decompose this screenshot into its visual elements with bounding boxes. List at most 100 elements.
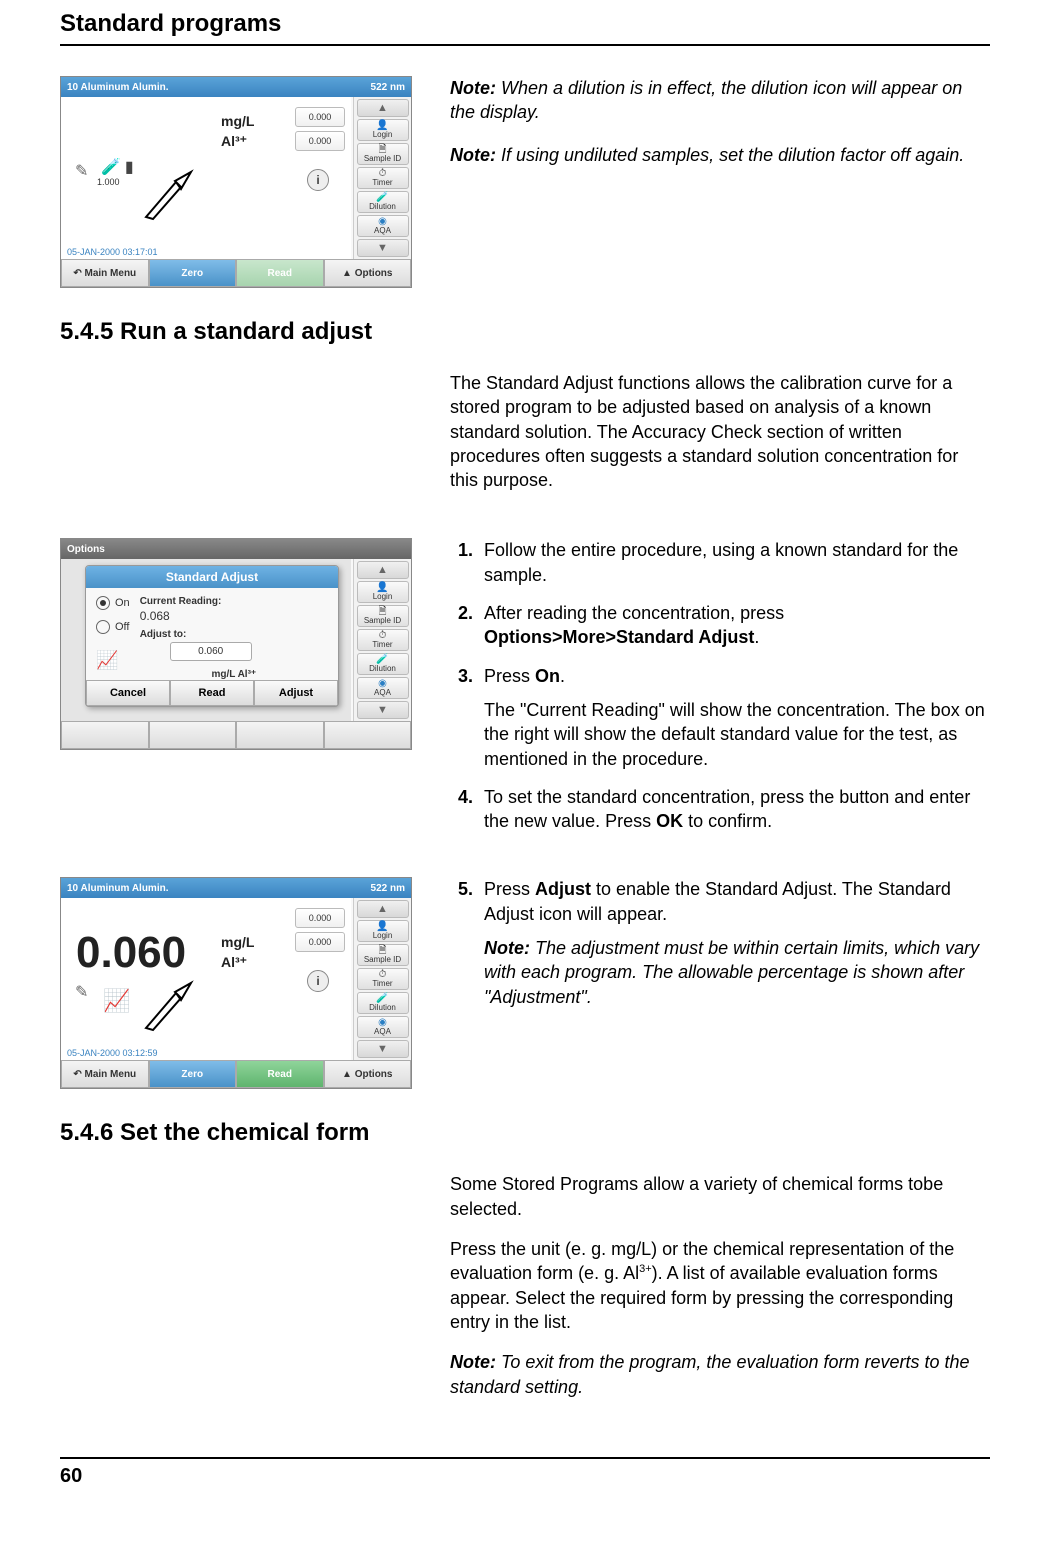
main-menu-button[interactable]: ↶ Main Menu [61,259,149,287]
section-546-p1: Some Stored Programs allow a variety of … [450,1172,990,1221]
graph-icon: 📈 [96,650,130,671]
cursor-arrow-icon [141,978,201,1038]
login-button[interactable]: 👤Login [357,581,409,603]
dialog-cancel-button[interactable]: Cancel [86,680,170,706]
timer-button[interactable]: ⏱Timer [357,167,409,189]
titlebar: 10 Aluminum Alumin. 522 nm [61,77,411,97]
options-button[interactable]: ▲ Options [324,1060,412,1088]
radio-on[interactable]: On [96,596,130,610]
step-5-note: Note: The adjustment must be within cert… [484,936,990,1009]
current-reading-value: 0.068 [140,609,328,623]
main-menu-button[interactable]: ↶ Main Menu [61,1060,149,1088]
dialog-read-button[interactable]: Read [170,680,254,706]
titlebar: Options [61,539,411,559]
screenshot-standard-adjust-dialog: Options ▲ 👤Login 🗎Sample ID ⏱Timer 🧪Dilu… [60,538,412,750]
section-545-heading: 5.4.5 Run a standard adjust [60,318,990,346]
top-rule [60,44,990,46]
sample-id-button[interactable]: 🗎Sample ID [357,944,409,966]
datetime: 05-JAN-2000 03:12:59 [67,1048,158,1058]
wavelength: 522 nm [371,82,405,93]
timer-button[interactable]: ⏱Timer [357,968,409,990]
info-icon[interactable]: i [307,970,329,992]
blank-button [149,721,237,749]
note-label: Note: [450,145,496,165]
adjust-to-label: Adjust to: [140,629,328,640]
timer-button[interactable]: ⏱Timer [357,629,409,651]
note-text: When a dilution is in effect, the diluti… [450,78,962,122]
page-number: 60 [60,1465,990,1488]
note-label: Note: [450,78,496,98]
dilution-button[interactable]: 🧪Dilution [357,992,409,1014]
step-4: To set the standard concentration, press… [478,785,990,834]
flask-icon: 🧪 [101,157,121,177]
sample-id-button[interactable]: 🗎Sample ID [357,605,409,627]
dialog-adjust-button[interactable]: Adjust [254,680,338,706]
screenshot-adjust-applied: 10 Aluminum Alumin. 522 nm 0.060 mg/L Al… [60,877,412,1089]
dilution-button[interactable]: 🧪Dilution [357,191,409,213]
numbox-1: 0.000 [295,908,345,928]
sample-id-button[interactable]: 🗎Sample ID [357,143,409,165]
side-panel: ▲ 👤Login 🗎Sample ID ⏱Timer 🧪Dilution ◉AQ… [353,97,411,259]
options-button[interactable]: ▲ Options [324,259,412,287]
note-undiluted: Note: If using undiluted samples, set th… [450,143,990,167]
note-dilution-icon: Note: When a dilution is in effect, the … [450,76,990,125]
bottom-bar: ↶ Main Menu Zero Read ▲ Options [61,1060,411,1088]
adjust-value-input[interactable]: 0.060 [170,642,252,661]
current-reading-label: Current Reading: [140,596,328,607]
bottom-bar [61,721,411,749]
scroll-down-button[interactable]: ▼ [357,239,409,257]
program-name: 10 Aluminum Alumin. [67,883,169,894]
edit-icon[interactable]: ✎ [75,161,88,181]
radio-off[interactable]: Off [96,620,130,634]
datetime: 05-JAN-2000 03:17:01 [67,247,158,257]
info-icon[interactable]: i [307,169,329,191]
formula-label[interactable]: Al³⁺ [221,954,247,971]
step-5: Press Adjust to enable the Standard Adju… [478,877,990,1008]
section-546-note: Note: To exit from the program, the eval… [450,1350,990,1399]
wavelength: 522 nm [371,883,405,894]
step-2: After reading the concentration, press O… [478,601,990,650]
section-546-p2: Press the unit (e. g. mg/L) or the chemi… [450,1237,990,1334]
dialog-unit: mg/L Al³⁺ [140,669,328,680]
content-area: 0.060 mg/L Al³⁺ ✎ 📈 0.000 0.000 i [61,898,351,1060]
program-name: 10 Aluminum Alumin. [67,82,169,93]
edit-icon[interactable]: ✎ [75,982,88,1002]
titlebar: 10 Aluminum Alumin. 522 nm [61,878,411,898]
vial-icon: ▮ [125,157,134,177]
section-546-heading: 5.4.6 Set the chemical form [60,1119,990,1147]
scroll-down-button[interactable]: ▼ [357,701,409,719]
note-text: If using undiluted samples, set the dilu… [496,145,964,165]
numbox-2: 0.000 [295,131,345,151]
formula-label[interactable]: Al³⁺ [221,133,247,150]
aqa-button[interactable]: ◉AQA [357,215,409,237]
aqa-button[interactable]: ◉AQA [357,1016,409,1038]
scroll-up-button[interactable]: ▲ [357,561,409,579]
zero-button[interactable]: Zero [149,1060,237,1088]
dilution-value: 1.000 [97,177,120,187]
dilution-button[interactable]: 🧪Dilution [357,653,409,675]
step-3-sub: The "Current Reading" will show the conc… [484,698,990,771]
scroll-up-button[interactable]: ▲ [357,99,409,117]
aqa-button[interactable]: ◉AQA [357,677,409,699]
radio-dot-off [96,620,110,634]
standard-adjust-dialog: Standard Adjust On Off 📈 Current Reading… [85,565,339,707]
scroll-down-button[interactable]: ▼ [357,1040,409,1058]
options-button[interactable] [324,721,412,749]
step-3: Press On. The "Current Reading" will sho… [478,664,990,771]
login-button[interactable]: 👤Login [357,119,409,141]
read-button[interactable]: Read [236,1060,324,1088]
read-button[interactable]: Read [236,259,324,287]
login-button[interactable]: 👤Login [357,920,409,942]
section-545-intro: The Standard Adjust functions allows the… [450,371,990,492]
zero-button[interactable]: Zero [149,259,237,287]
radio-dot-on [96,596,110,610]
step-1: Follow the entire procedure, using a kno… [478,538,990,587]
unit-label[interactable]: mg/L [221,113,254,129]
content-area: mg/L Al³⁺ ✎ 🧪 ▮ 1.000 0.000 0.000 i [61,97,351,259]
blank-button [236,721,324,749]
scroll-up-button[interactable]: ▲ [357,900,409,918]
unit-label[interactable]: mg/L [221,934,254,950]
bottom-rule [60,1457,990,1459]
reading-value: 0.060 [76,928,186,978]
main-menu-button[interactable] [61,721,149,749]
